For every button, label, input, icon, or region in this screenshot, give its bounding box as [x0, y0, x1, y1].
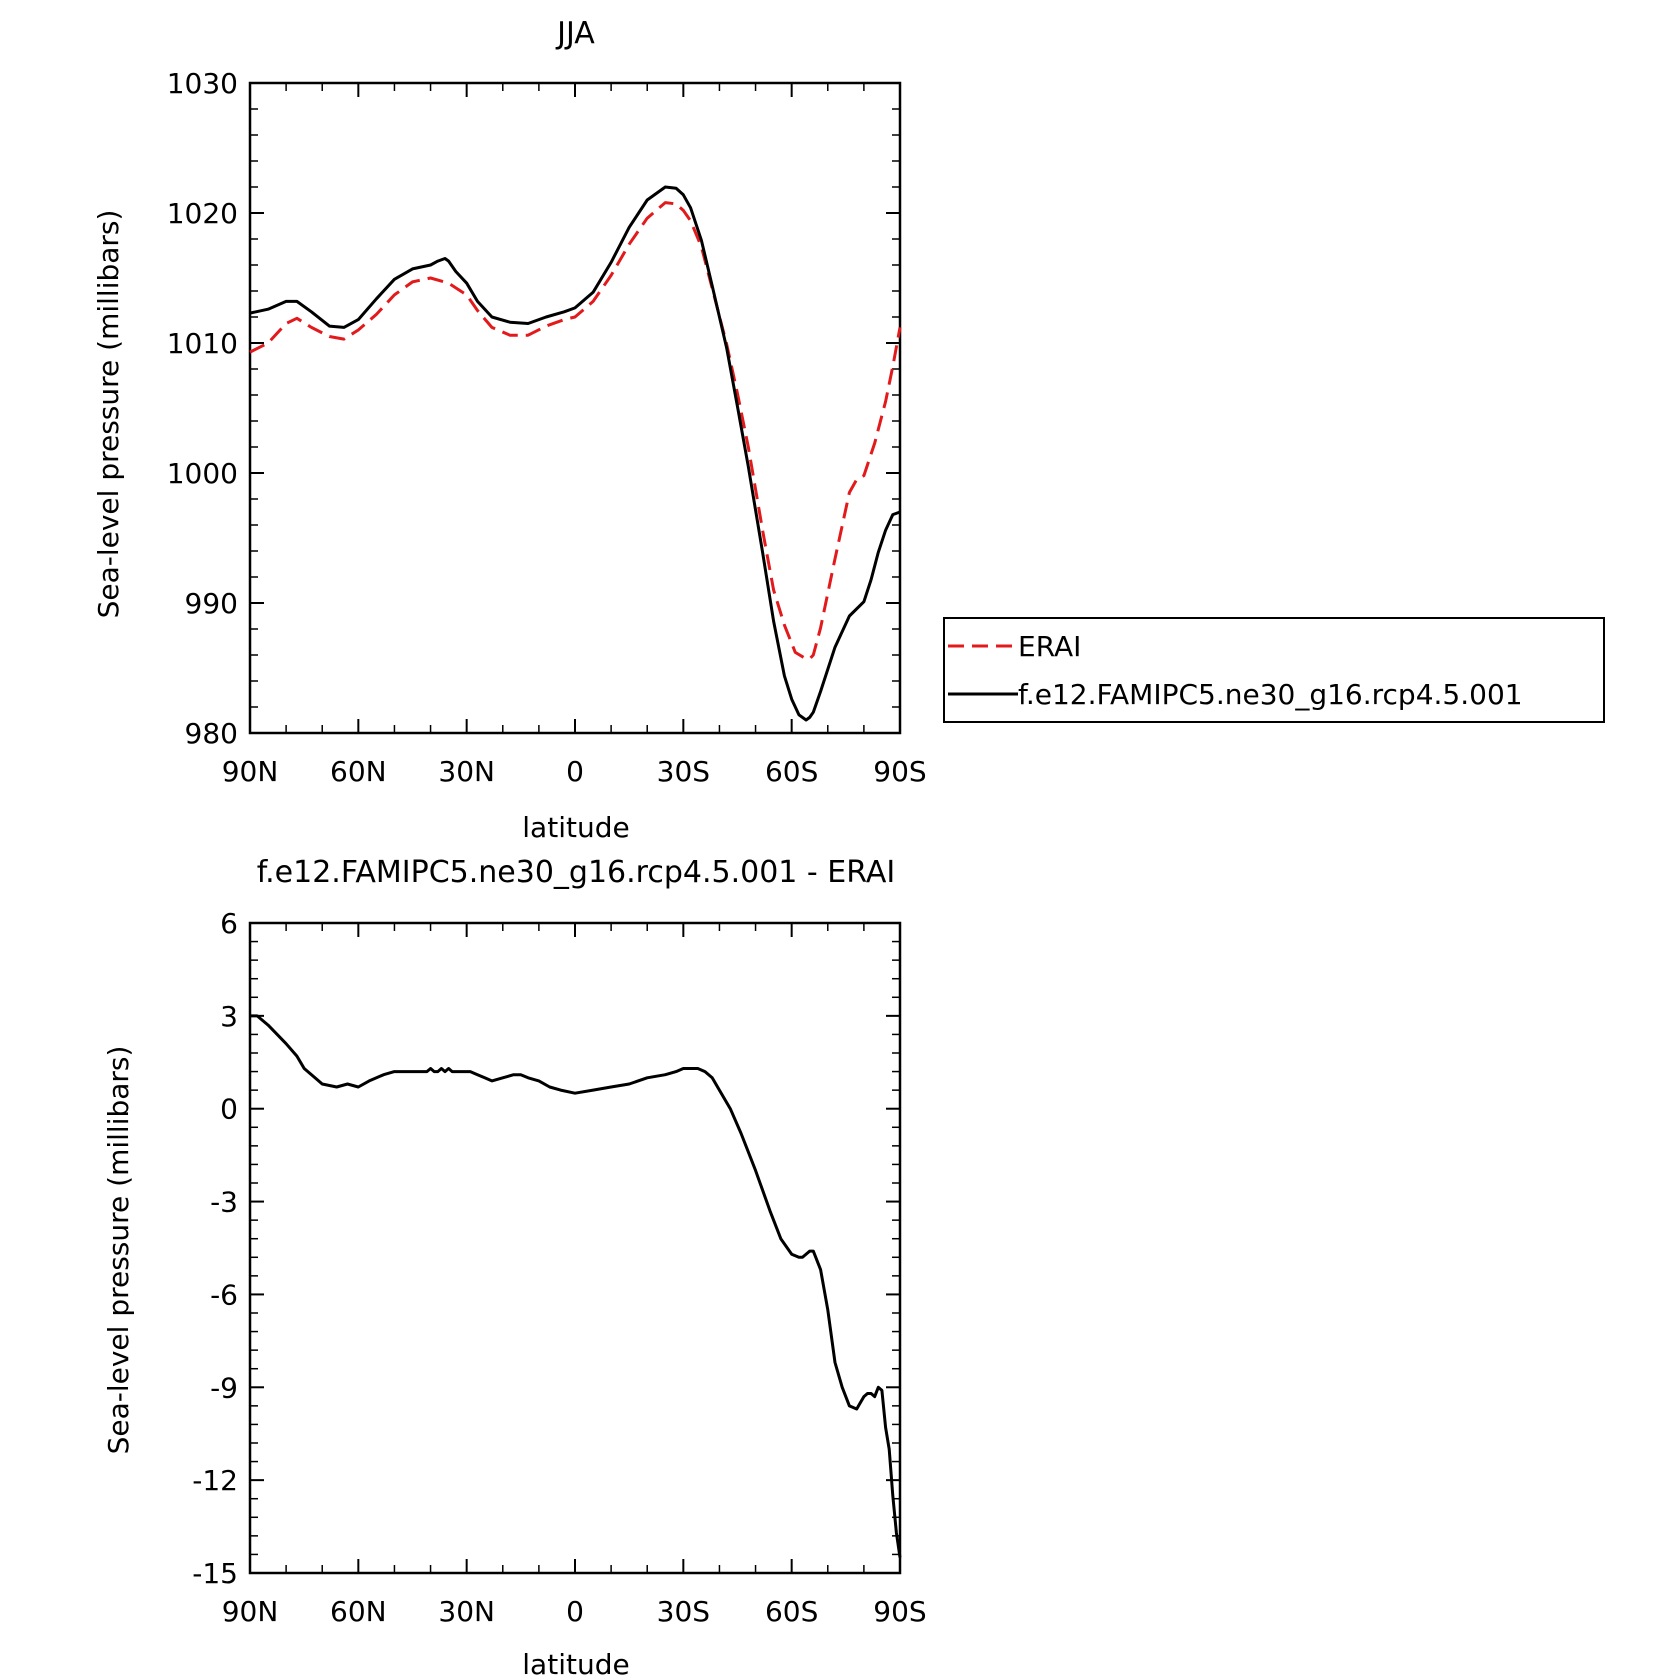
x-tick-label: 90S	[873, 1595, 926, 1628]
x-tick-label: 30N	[438, 755, 495, 788]
legend-box	[943, 617, 1605, 723]
y-tick-label: 1030	[167, 67, 238, 100]
y-tick-label: 6	[220, 907, 238, 940]
x-tick-label: 60N	[330, 1595, 387, 1628]
x-tick-label: 60S	[765, 755, 818, 788]
legend: ERAI f.e12.FAMIPC5.ne30_g16.rcp4.5.001	[943, 617, 1605, 723]
series-line-diff-0	[250, 1014, 902, 1558]
bottom-plot-area: 90N 60N 30N 0 30S 60S 90S -15 -12 -9 -6 -3 0 3 6	[192, 907, 926, 1628]
top-x-axis-label: latitude	[522, 811, 629, 844]
plot-frame	[248, 921, 902, 1575]
y-tick-label: 1000	[167, 457, 238, 490]
bottom-y-axis-label: Sea-level pressure (millibars)	[102, 1046, 135, 1455]
x-tick-label: 30N	[438, 1595, 495, 1628]
y-tick-label: -15	[192, 1557, 238, 1590]
x-tick-label: 90N	[222, 1595, 279, 1628]
x-tick-label: 0	[566, 755, 584, 788]
x-tick-label: 90N	[222, 755, 279, 788]
top-panel: JJA 90N 60N 30N 0 30S 60S 90S 980 990 1000 1010 102…	[92, 16, 927, 844]
x-tick-label: 60N	[330, 755, 387, 788]
x-tick-label: 30S	[657, 755, 710, 788]
x-tick-label: 0	[566, 1595, 584, 1628]
y-tick-label: 1010	[167, 327, 238, 360]
legend-label-erai: ERAI	[1018, 630, 1081, 663]
legend-label-model: f.e12.FAMIPC5.ne30_g16.rcp4.5.001	[1018, 678, 1523, 711]
top-chart-title: JJA	[555, 16, 595, 51]
top-y-axis-label: Sea-level pressure (millibars)	[92, 210, 125, 619]
bottom-chart-title: f.e12.FAMIPC5.ne30_g16.rcp4.5.001 - ERAI	[257, 855, 895, 890]
x-tick-label: 90S	[873, 755, 926, 788]
y-tick-label: 990	[185, 587, 238, 620]
y-tick-label: -6	[210, 1278, 238, 1311]
y-tick-label: -9	[210, 1371, 238, 1404]
bottom-x-axis-label: latitude	[522, 1648, 629, 1680]
y-tick-label: 1020	[167, 197, 238, 230]
y-tick-label: -12	[192, 1464, 238, 1497]
series-line-f-e12-famipc5-ne30-g16-rcp4-5-001	[249, 185, 901, 722]
plot-frame	[248, 81, 902, 735]
series-line-erai	[249, 201, 902, 661]
bottom-panel: f.e12.FAMIPC5.ne30_g16.rcp4.5.001 - ERAI…	[102, 855, 927, 1680]
x-tick-label: 30S	[657, 1595, 710, 1628]
y-tick-label: 980	[185, 717, 238, 750]
y-tick-label: 3	[220, 1000, 238, 1033]
top-plot-area: 90N 60N 30N 0 30S 60S 90S 980 990 1000 1010 1020 103…	[167, 67, 927, 788]
y-tick-label: 0	[220, 1093, 238, 1126]
x-tick-label: 60S	[765, 1595, 818, 1628]
y-tick-label: -3	[210, 1186, 238, 1219]
